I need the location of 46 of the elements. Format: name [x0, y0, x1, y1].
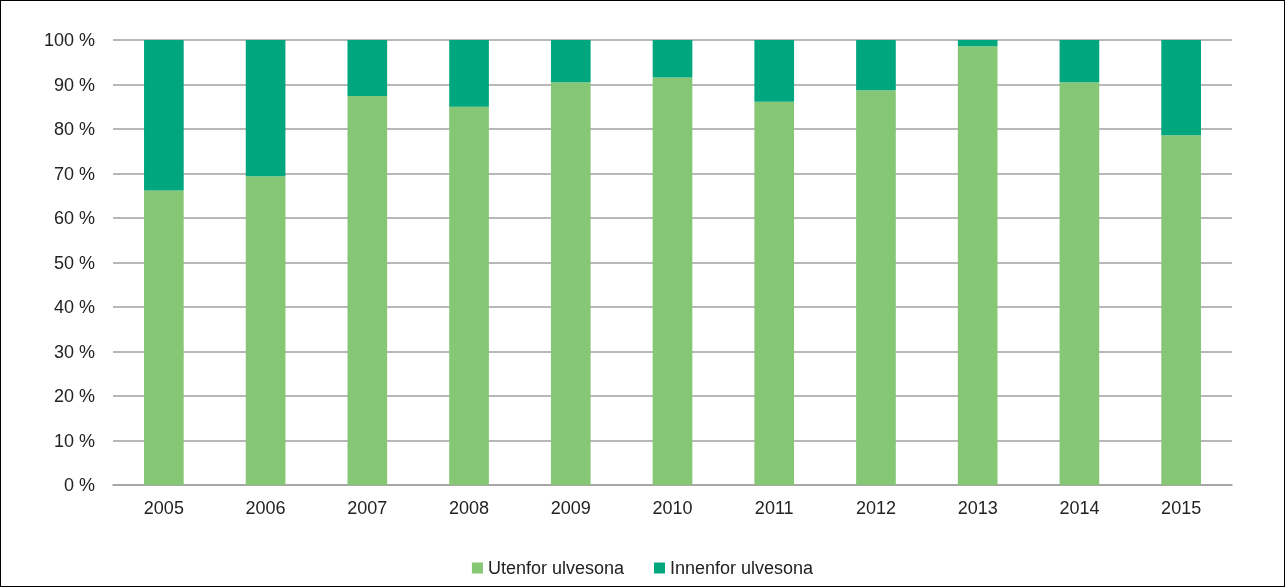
bar	[550, 82, 591, 485]
y-tick-label: 60 %	[53, 208, 95, 228]
bar	[347, 40, 388, 97]
bar	[1161, 135, 1201, 485]
y-tick-label: 10 %	[53, 430, 95, 451]
x-tick-label: 2005	[143, 498, 184, 518]
bar	[245, 40, 286, 177]
x-tick-label: 2011	[754, 498, 794, 518]
legend-label: Utenfor ulvesona	[487, 558, 625, 578]
bar	[1161, 40, 1201, 136]
y-tick-label: 90 %	[53, 74, 95, 95]
bar	[957, 46, 998, 485]
y-tick-label: 0 %	[63, 475, 95, 495]
bar	[957, 40, 998, 47]
bar	[652, 40, 693, 78]
bar	[347, 96, 388, 485]
bar	[652, 77, 693, 485]
bar	[754, 101, 795, 485]
bar	[1059, 40, 1100, 83]
y-tick-label: 50 %	[53, 252, 95, 273]
bar	[144, 40, 184, 191]
x-tick-label: 2006	[245, 498, 286, 518]
bar	[245, 176, 286, 485]
bar	[1059, 82, 1100, 485]
bar	[550, 40, 591, 83]
x-tick-label: 2015	[1161, 498, 1202, 518]
y-tick-label: 100 %	[43, 30, 95, 50]
y-tick-label: 40 %	[53, 297, 95, 317]
x-tick-label: 2014	[1059, 498, 1100, 518]
x-tick-label: 2007	[347, 498, 388, 518]
bar	[449, 40, 489, 107]
bar	[754, 40, 795, 102]
x-tick-label: 2012	[855, 498, 896, 518]
legend-label: Innenfor ulvesona	[669, 558, 815, 578]
x-tick-label: 2010	[652, 498, 693, 518]
bar	[856, 90, 896, 485]
bar	[449, 106, 489, 485]
y-tick-label: 70 %	[53, 163, 95, 184]
bar	[856, 40, 896, 91]
x-tick-label: 2013	[957, 498, 998, 518]
x-tick-label: 2008	[449, 498, 490, 518]
bar	[144, 190, 184, 485]
x-tick-label: 2009	[550, 498, 591, 518]
y-tick-label: 20 %	[53, 386, 95, 406]
y-tick-label: 80 %	[53, 119, 95, 139]
y-tick-label: 30 %	[53, 341, 95, 362]
